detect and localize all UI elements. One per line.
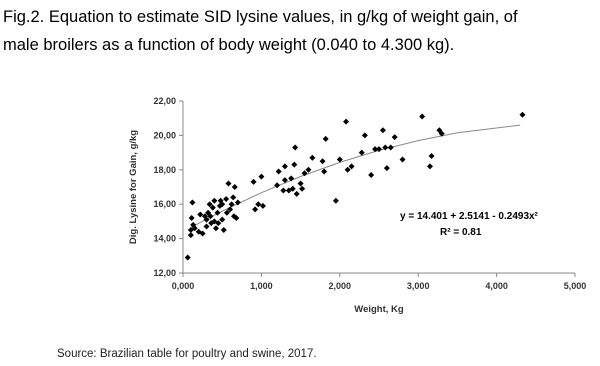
point [291, 161, 298, 168]
point [220, 227, 227, 233]
point [399, 156, 406, 163]
point [219, 201, 226, 208]
point [368, 171, 375, 178]
point [234, 199, 241, 206]
y-tick-label: 14,00 [153, 234, 176, 244]
point [343, 118, 350, 125]
point [322, 135, 329, 142]
point [299, 185, 306, 192]
point [223, 209, 230, 216]
point [358, 149, 365, 156]
point [184, 254, 191, 261]
point [383, 165, 390, 172]
point [361, 132, 368, 139]
source-note: Source: Brazilian table for poultry and … [57, 348, 317, 360]
point [519, 111, 526, 118]
point [231, 184, 238, 190]
y-tick-label: 18,00 [153, 165, 176, 175]
point [344, 166, 351, 173]
point [348, 163, 355, 170]
x-tick-label: 1,000 [250, 281, 273, 291]
point [189, 199, 196, 206]
point [233, 214, 240, 221]
point [319, 158, 326, 165]
equation: y = 14.401 + 2.5141 - 0.2493x² [400, 211, 539, 222]
point [305, 166, 312, 173]
chart-title: male broilers as a function of body weig… [3, 36, 454, 54]
point [274, 182, 281, 189]
x-axis-label: Weight, Kg [354, 304, 404, 315]
point [309, 154, 316, 161]
point [212, 225, 219, 232]
point [288, 175, 295, 182]
point [219, 216, 226, 223]
x-tick-label: 5,000 [564, 281, 587, 291]
point [207, 213, 214, 220]
point [281, 177, 288, 184]
point [258, 173, 265, 180]
point [227, 206, 234, 213]
point [428, 153, 435, 160]
point [197, 211, 204, 218]
y-tick-label: 20,00 [153, 130, 176, 140]
point [199, 230, 206, 237]
point [293, 190, 300, 197]
point [321, 168, 328, 175]
point [387, 144, 394, 151]
point [301, 170, 308, 177]
point [419, 113, 426, 120]
point [188, 214, 195, 221]
point [230, 194, 237, 201]
x-tick-label: 4,000 [485, 281, 508, 291]
point [297, 180, 304, 187]
point [214, 209, 221, 216]
point [379, 127, 386, 134]
point [280, 187, 287, 194]
point [191, 225, 198, 232]
y-tick-label: 16,00 [153, 199, 176, 209]
y-axis-label: Dig. Lysine for Gain, g/kg [128, 130, 139, 244]
point [255, 201, 262, 208]
point [252, 206, 259, 213]
r-squared: R² = 0.81 [440, 227, 482, 238]
point [206, 201, 213, 208]
y-tick-label: 22,00 [153, 96, 176, 106]
point [438, 130, 445, 137]
y-tick-label: 12,00 [153, 268, 176, 278]
point [275, 168, 282, 175]
point [209, 204, 216, 211]
x-tick-label: 0,000 [172, 281, 195, 291]
chart-title: Fig.2. Equation to estimate SID lysine v… [3, 8, 518, 26]
point [292, 144, 299, 151]
point [376, 146, 382, 153]
point [215, 220, 222, 227]
point [223, 196, 230, 203]
x-tick-label: 2,000 [329, 281, 352, 291]
point [281, 163, 288, 170]
point [225, 180, 232, 187]
point [332, 197, 339, 204]
point [187, 232, 194, 239]
point [203, 223, 210, 230]
point [289, 185, 296, 192]
point [391, 134, 398, 141]
point [372, 146, 379, 153]
point [211, 197, 218, 204]
point [259, 202, 266, 209]
point [382, 144, 389, 151]
point [426, 163, 433, 170]
x-tick-label: 3,000 [407, 281, 430, 291]
point [336, 156, 343, 163]
point [250, 178, 257, 185]
point [203, 216, 210, 223]
point [228, 201, 235, 208]
